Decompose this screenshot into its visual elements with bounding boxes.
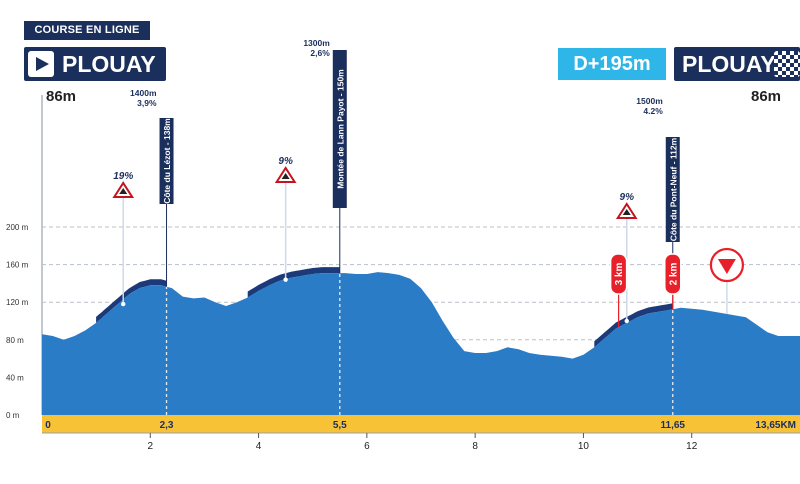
x-tick-label: 4: [256, 441, 262, 452]
finish-altitude: 86m: [751, 88, 782, 105]
climb-length: 1500m: [636, 96, 663, 106]
x-tick-label: 12: [686, 441, 698, 452]
y-tick-label: 80 m: [6, 336, 24, 345]
elevation-gain-badge: D+195m: [558, 48, 666, 80]
max-gradient-label: 19%: [113, 171, 133, 182]
race-type-badge: COURSE EN LIGNE: [24, 21, 150, 40]
climb-segment: [96, 279, 167, 323]
x-tick-label: 6: [364, 441, 370, 452]
gradient-warning-glyph: [622, 209, 631, 215]
distance-marker-pill: [664, 253, 682, 295]
profile-area: [42, 272, 800, 415]
start-town-name: PLOUAY: [62, 51, 156, 77]
climb-gradient: 3,9%: [137, 98, 157, 108]
y-tick-label: 0 m: [6, 411, 20, 420]
climb-gradient: 4.2%: [643, 106, 663, 116]
y-tick-label: 160 m: [6, 261, 29, 270]
climb-length: 1400m: [130, 88, 157, 98]
y-tick-label: 200 m: [6, 223, 29, 232]
road-strip: [42, 415, 800, 433]
start-town-box: PLOUAY: [24, 47, 166, 81]
climb-name: Côte du Pont-Neuf - 112m: [668, 137, 678, 241]
max-gradient-dot: [283, 277, 288, 282]
flamme-rouge-triangle: [717, 259, 736, 274]
climb-gradient: 2,6%: [310, 48, 330, 58]
gradient-warning-glyph: [281, 173, 290, 179]
checkered-flag-icon: [774, 51, 800, 77]
y-tick-label: 40 m: [6, 373, 24, 382]
climb-name-panel: [332, 50, 347, 208]
y-tick-label: 120 m: [6, 298, 29, 307]
km-label: 0: [45, 420, 51, 431]
x-tick-label: 8: [472, 441, 478, 452]
finish-town-name: PLOUAY: [682, 51, 776, 77]
climb-name-panel: [665, 137, 680, 242]
climb-name-panel: [159, 118, 174, 204]
km-label: 5,5: [333, 420, 347, 431]
start-altitude: 86m: [46, 88, 77, 105]
x-tick-label: 2: [148, 441, 154, 452]
gradient-warning-glyph: [119, 188, 128, 194]
start-arrow-icon: [28, 51, 54, 77]
x-tick-label: 10: [578, 441, 590, 452]
max-gradient-label: 9%: [278, 156, 293, 167]
finish-town-box: PLOUAY: [674, 47, 800, 81]
max-gradient-dot: [624, 318, 629, 324]
distance-marker-label: 3 km: [614, 262, 625, 285]
climb-segment: [594, 303, 673, 348]
distance-marker-label: 2 km: [668, 262, 679, 285]
km-label: 11,65: [661, 420, 686, 431]
climb-length: 1300m: [303, 38, 330, 48]
max-gradient-label: 9%: [620, 192, 635, 203]
km-label: 13,65KM: [755, 420, 796, 431]
distance-marker-pill: [609, 253, 628, 295]
max-gradient-dot: [121, 301, 126, 307]
climb-segment: [247, 267, 340, 298]
climb-name: Côte du Lézot - 138m: [162, 118, 172, 204]
km-label: 2,3: [160, 420, 174, 431]
climb-name: Montée de Lann Payot - 150m: [335, 69, 345, 189]
